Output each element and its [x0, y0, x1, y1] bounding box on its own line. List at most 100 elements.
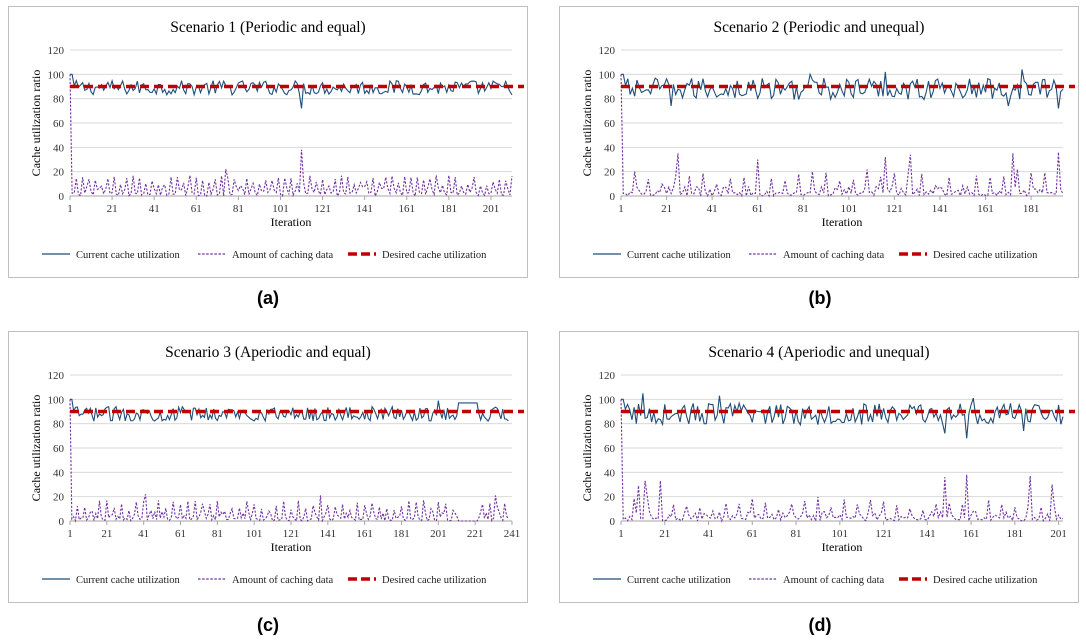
x-tick-label: 41 [703, 528, 714, 540]
chart-title: Scenario 3 (Aperiodic and equal) [165, 344, 371, 361]
caption-a: (a) [257, 288, 279, 308]
y-axis-title: Cache utilization ratio [580, 395, 594, 502]
x-tick-label: 241 [504, 528, 521, 540]
y-tick-label: 20 [53, 492, 65, 504]
chart-panel-b: Scenario 2 (Periodic and unequal) 0 20 40 60… [559, 6, 1079, 278]
chart-panel-a: Scenario 1 (Periodic and equal) 0 20 40 60 80… [8, 6, 528, 278]
x-tick-label: 181 [393, 528, 410, 540]
y-tick-label: 100 [599, 394, 616, 406]
x-tick-label: 201 [1050, 528, 1067, 540]
y-axis-title: Cache utilization ratio [29, 70, 43, 177]
y-tick-label: 0 [59, 516, 65, 528]
series-amount-of-caching-data [69, 399, 509, 523]
y-tick-label: 80 [53, 419, 65, 431]
x-tick-label: 161 [399, 203, 416, 215]
chart-title: Scenario 4 (Aperiodic and unequal) [708, 344, 929, 361]
y-tick-label: 80 [604, 94, 616, 106]
x-tick-label: 21 [101, 528, 112, 540]
caption-c: (c) [257, 615, 279, 635]
y-tick-label: 0 [59, 191, 65, 203]
chart-title: Scenario 1 (Periodic and equal) [170, 19, 365, 36]
x-tick-label: 1 [618, 203, 624, 215]
y-axis-title: Cache utilization ratio [580, 70, 594, 177]
y-tick-label: 0 [610, 516, 616, 528]
x-tick-label: 121 [314, 203, 331, 215]
legend-label-3: Desired cache utilization [382, 250, 487, 261]
y-tick-label: 60 [53, 118, 65, 130]
x-tick-label: 221 [467, 528, 484, 540]
legend-label-2: Amount of caching data [783, 250, 885, 261]
chart-title: Scenario 2 (Periodic and unequal) [714, 19, 925, 36]
x-tick-label: 21 [661, 203, 672, 215]
y-tick-label: 40 [53, 467, 65, 479]
legend-label-1: Current cache utilization [76, 575, 181, 586]
legend-label-3: Desired cache utilization [933, 250, 1038, 261]
chart-svg-b: Scenario 2 (Periodic and unequal) 0 20 40 60… [559, 6, 1079, 278]
x-tick-label: 101 [832, 528, 849, 540]
series-amount-of-caching-data [620, 399, 1064, 523]
y-tick-label: 20 [604, 492, 616, 504]
x-tick-label: 141 [932, 203, 949, 215]
y-tick-label: 100 [599, 69, 616, 81]
x-tick-label: 141 [919, 528, 936, 540]
x-tick-label: 41 [149, 203, 160, 215]
y-tick-label: 120 [599, 45, 616, 57]
chart-svg-c: Scenario 3 (Aperiodic and equal) 0 20 40 60 8… [8, 331, 528, 603]
y-tick-label: 20 [604, 167, 616, 179]
y-tick-label: 40 [53, 142, 65, 154]
x-tick-label: 61 [747, 528, 758, 540]
legend-label-2: Amount of caching data [232, 250, 334, 261]
legend-label-2: Amount of caching data [783, 575, 885, 586]
x-tick-label: 41 [138, 528, 149, 540]
y-tick-label: 40 [604, 467, 616, 479]
series-current-cache-utilization [70, 73, 513, 109]
x-tick-label: 21 [659, 528, 670, 540]
legend-label-1: Current cache utilization [627, 575, 732, 586]
x-tick-label: 101 [272, 203, 289, 215]
chart-panel-c: Scenario 3 (Aperiodic and equal) 0 20 40 60 8… [8, 331, 528, 603]
x-tick-label: 201 [430, 528, 447, 540]
x-tick-label: 61 [175, 528, 186, 540]
y-tick-label: 120 [48, 370, 65, 382]
x-tick-label: 101 [841, 203, 858, 215]
y-axis-title: Cache utilization ratio [29, 395, 43, 502]
chart-panel-d: Scenario 4 (Aperiodic and unequal) 0 20 40 6… [559, 331, 1079, 603]
x-tick-label: 1 [67, 203, 73, 215]
x-tick-label: 141 [320, 528, 337, 540]
legend-label-3: Desired cache utilization [382, 575, 487, 586]
x-tick-label: 161 [977, 203, 994, 215]
y-tick-label: 80 [53, 94, 65, 106]
legend-label-2: Amount of caching data [232, 575, 334, 586]
series-amount-of-caching-data [620, 74, 1064, 198]
y-tick-label: 40 [604, 142, 616, 154]
x-tick-label: 61 [752, 203, 763, 215]
x-tick-label: 161 [963, 528, 980, 540]
x-tick-label: 181 [441, 203, 458, 215]
series-amount-of-caching-data [69, 74, 513, 198]
x-tick-label: 141 [356, 203, 373, 215]
x-axis-title: Iteration [822, 215, 863, 229]
series-current-cache-utilization [621, 393, 1064, 439]
y-tick-label: 20 [53, 167, 65, 179]
chart-svg-a: Scenario 1 (Periodic and equal) 0 20 40 60 80… [8, 6, 528, 278]
legend-label-1: Current cache utilization [76, 250, 181, 261]
x-tick-label: 201 [483, 203, 500, 215]
caption-d: (d) [808, 615, 832, 635]
y-tick-label: 120 [599, 370, 616, 382]
x-tick-label: 121 [886, 203, 903, 215]
series-current-cache-utilization [621, 69, 1064, 109]
x-tick-label: 81 [798, 203, 809, 215]
y-tick-label: 60 [53, 443, 65, 455]
chart-frame [559, 331, 1079, 603]
y-tick-label: 60 [604, 443, 616, 455]
x-tick-label: 121 [283, 528, 300, 540]
chart-frame [559, 6, 1079, 278]
x-tick-label: 161 [356, 528, 373, 540]
y-tick-label: 80 [604, 419, 616, 431]
y-tick-label: 120 [48, 45, 65, 57]
y-tick-label: 60 [604, 118, 616, 130]
y-tick-label: 0 [610, 191, 616, 203]
x-tick-label: 121 [875, 528, 892, 540]
chart-frame [8, 331, 528, 603]
x-axis-title: Iteration [271, 540, 312, 554]
